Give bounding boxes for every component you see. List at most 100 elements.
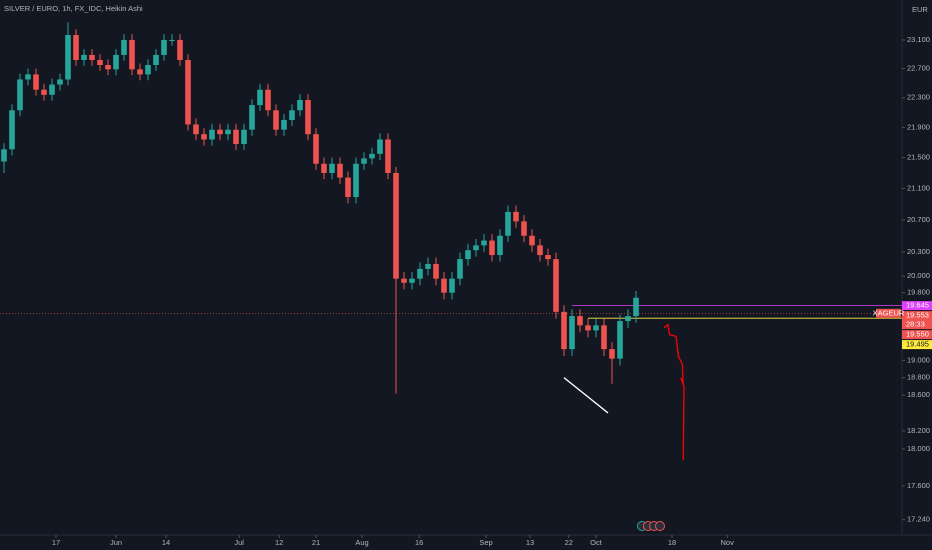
candle-body xyxy=(545,255,551,260)
y-tick-label: 20.300 xyxy=(907,247,930,256)
candle-body xyxy=(345,177,351,198)
price-label-text: 28:33 xyxy=(906,320,925,329)
x-tick-label: Jul xyxy=(234,538,244,547)
candle-body xyxy=(489,240,495,256)
x-tick-label: Nov xyxy=(721,538,735,547)
currency-label: EUR xyxy=(912,5,928,14)
nav-buttons[interactable] xyxy=(637,521,665,531)
x-tick-label: 21 xyxy=(312,538,320,547)
candle-body xyxy=(521,221,527,236)
candle-body xyxy=(81,54,87,60)
drawing xyxy=(663,323,685,460)
candle-body xyxy=(225,129,231,135)
candle-body xyxy=(57,79,63,85)
candle-body xyxy=(569,316,575,350)
y-tick-label: 20.000 xyxy=(907,271,930,280)
candle-body xyxy=(529,235,535,246)
candle-body xyxy=(409,278,415,283)
candle-body xyxy=(513,211,519,222)
candle-body xyxy=(449,278,455,293)
candle-body xyxy=(313,134,319,164)
candle-body xyxy=(561,311,567,350)
y-tick-label: 23.100 xyxy=(907,35,930,44)
x-tick-label: 14 xyxy=(162,538,170,547)
candle-body xyxy=(473,245,479,251)
x-tick-label: 13 xyxy=(526,538,534,547)
candle-body xyxy=(305,99,311,135)
y-tick-label: 17.600 xyxy=(907,481,930,490)
candle-body xyxy=(425,263,431,269)
candle-body xyxy=(457,259,463,279)
x-tick-label: 12 xyxy=(275,538,283,547)
candle-body xyxy=(129,39,135,70)
candle-body xyxy=(241,129,247,144)
symbol-tag xyxy=(876,308,901,318)
price-label-text: 19.553 xyxy=(906,311,929,320)
y-tick-label: 22.300 xyxy=(907,93,930,102)
candle-body xyxy=(25,74,31,80)
candle-body xyxy=(233,129,239,144)
candle-body xyxy=(169,39,175,41)
candle-body xyxy=(33,74,39,90)
y-tick-label: 18.000 xyxy=(907,444,930,453)
candle-body xyxy=(609,349,615,359)
candle-body xyxy=(209,129,215,140)
candle-body xyxy=(73,35,79,60)
x-tick-label: 18 xyxy=(668,538,676,547)
chart-title: SILVER / EURO, 1h, FX_IDC, Heikin Ashi xyxy=(4,4,143,13)
y-tick-label: 21.500 xyxy=(907,153,930,162)
candle-body xyxy=(217,129,223,135)
y-tick-label: 17.240 xyxy=(907,515,930,524)
y-tick-label: 21.900 xyxy=(907,122,930,131)
candle-body xyxy=(369,153,375,159)
price-label-text: 19.645 xyxy=(906,301,929,310)
symbol-tag-text: XAGEUR xyxy=(873,308,905,317)
price-label: 19.645 xyxy=(902,301,932,311)
candle-body xyxy=(601,325,607,350)
candle-body xyxy=(593,325,599,331)
candle-body xyxy=(137,69,143,75)
candle-body xyxy=(249,105,255,130)
x-tick-label: Jun xyxy=(110,538,122,547)
x-tick-label: 17 xyxy=(52,538,60,547)
candle-body xyxy=(49,84,55,95)
candle-body xyxy=(89,54,95,60)
price-label-box xyxy=(902,301,932,311)
y-tick-label: 18.600 xyxy=(907,390,930,399)
price-label: 19.550 xyxy=(902,330,932,340)
candle-body xyxy=(577,316,583,326)
candle-body xyxy=(177,39,183,60)
candle-body xyxy=(321,163,327,173)
candle-body xyxy=(337,163,343,178)
y-tick-label: 20.700 xyxy=(907,215,930,224)
candle-body xyxy=(273,110,279,130)
x-tick-label: Oct xyxy=(590,538,603,547)
y-tick-label: 21.100 xyxy=(907,183,930,192)
candle-body xyxy=(161,39,167,55)
candle-body xyxy=(441,278,447,293)
candle-body xyxy=(633,297,639,317)
candle-body xyxy=(497,235,503,256)
candle-body xyxy=(1,149,7,162)
candle-body xyxy=(65,35,71,80)
candle-body xyxy=(401,278,407,283)
x-tick-label: Sep xyxy=(479,538,492,547)
candle-body xyxy=(329,163,335,173)
nav-button[interactable] xyxy=(655,521,665,531)
candle-body xyxy=(97,59,103,65)
candle-body xyxy=(617,321,623,359)
candle-body xyxy=(121,39,127,55)
candle-body xyxy=(41,89,47,95)
y-tick-label: 18.200 xyxy=(907,426,930,435)
candle-body xyxy=(505,211,511,236)
candle-body xyxy=(465,250,471,260)
y-tick-label: 18.800 xyxy=(907,373,930,382)
candle-body xyxy=(377,139,383,154)
candle-body xyxy=(297,99,303,111)
y-tick-label: 19.000 xyxy=(907,355,930,364)
x-tick-label: 22 xyxy=(565,538,573,547)
candle-body xyxy=(9,110,15,150)
